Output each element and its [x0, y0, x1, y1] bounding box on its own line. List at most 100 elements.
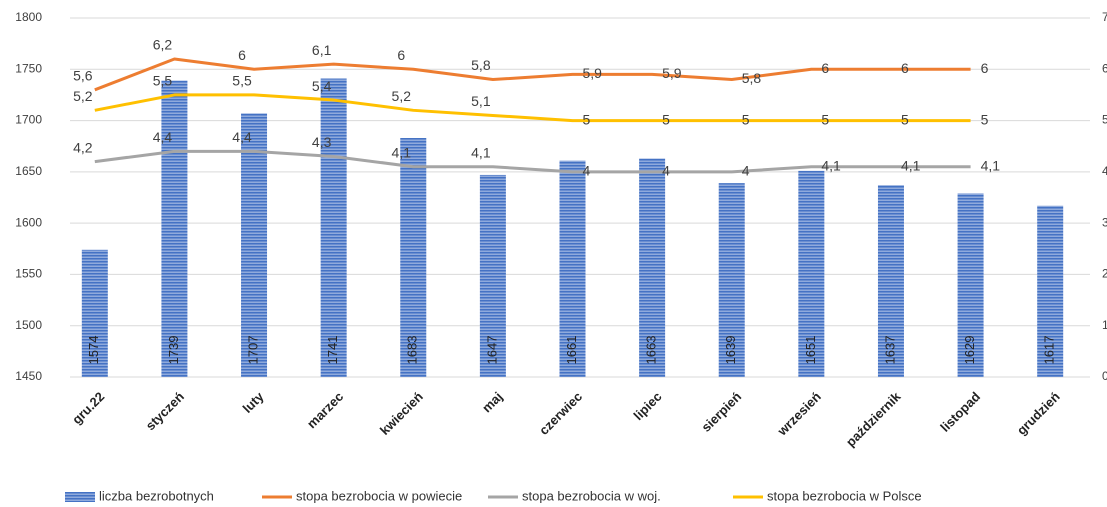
data-label: 4,3	[312, 134, 332, 150]
y2-tick-label: 6	[1102, 61, 1107, 75]
y2-tick-label: 5	[1102, 113, 1107, 127]
data-label: 4,1	[981, 157, 1001, 173]
bar-label: 1741	[325, 336, 340, 365]
line	[94, 149, 971, 174]
bar-label: 1739	[166, 336, 181, 365]
bar	[877, 185, 904, 377]
bar	[400, 138, 427, 377]
data-label: 5	[901, 111, 909, 127]
y-tick-label: 1750	[15, 61, 42, 75]
bar-label: 1629	[962, 336, 977, 365]
data-label: 6,1	[312, 42, 332, 58]
data-label: 5,1	[471, 93, 491, 109]
bar-label: 1651	[803, 336, 818, 365]
y-tick-label: 1450	[15, 369, 42, 383]
data-label: 5,9	[662, 65, 682, 81]
data-label: 4,1	[471, 144, 491, 160]
legend-label: stopa bezrobocia w powiecie	[296, 488, 462, 503]
y-tick-label: 1550	[15, 267, 42, 281]
line	[94, 57, 971, 92]
y2-tick-label: 3	[1102, 215, 1107, 229]
y2-tick-label: 0	[1102, 369, 1107, 383]
data-label: 4,4	[153, 129, 173, 145]
line	[94, 93, 971, 123]
legend-label: stopa bezrobocia w woj.	[522, 488, 661, 503]
x-tick-label: marzec	[304, 389, 346, 431]
data-label: 5,2	[392, 88, 412, 104]
data-label: 4,4	[232, 129, 252, 145]
bar-label: 1707	[245, 336, 260, 365]
data-label: 5,6	[73, 68, 93, 84]
y2-tick-label: 1	[1102, 318, 1107, 332]
bar	[479, 174, 506, 377]
y-tick-label: 1650	[15, 164, 42, 178]
bar	[718, 183, 745, 377]
y2-tick-label: 2	[1102, 267, 1107, 281]
legend-label: stopa bezrobocia w Polsce	[767, 488, 922, 503]
data-label: 4	[583, 163, 591, 179]
bar-label: 1639	[723, 336, 738, 365]
data-label: 4,1	[821, 157, 841, 173]
bar-label: 1574	[86, 336, 101, 365]
data-label: 4,1	[901, 157, 921, 173]
x-tick-label: wrzesień	[774, 389, 824, 439]
data-label: 5	[742, 111, 750, 127]
bar	[241, 113, 268, 378]
bar	[320, 78, 347, 377]
bar	[559, 160, 586, 377]
data-label: 6	[981, 60, 989, 76]
bar	[639, 158, 666, 377]
x-tick-label: październik	[843, 388, 904, 449]
bar-label: 1617	[1042, 336, 1057, 365]
data-label: 5,9	[583, 65, 603, 81]
data-label: 6	[238, 47, 246, 63]
y2-tick-label: 7	[1102, 10, 1107, 24]
x-tick-label: grudzień	[1014, 389, 1063, 438]
x-tick-label: sierpień	[698, 389, 744, 435]
data-label: 6,2	[153, 37, 173, 53]
data-label: 4,1	[392, 144, 412, 160]
data-label: 5,8	[471, 57, 491, 73]
y-tick-label: 1500	[15, 318, 42, 332]
data-label: 6	[821, 60, 829, 76]
data-label: 4,2	[73, 139, 93, 155]
data-label: 4	[662, 163, 670, 179]
data-label: 5,5	[153, 73, 173, 89]
data-label: 5,2	[73, 88, 93, 104]
data-label: 5,5	[232, 73, 252, 89]
x-tick-label: gru.22	[69, 389, 107, 427]
bar-label: 1637	[882, 336, 897, 365]
bar	[81, 249, 108, 377]
bar-label: 1661	[564, 336, 579, 365]
y-tick-label: 1800	[15, 10, 42, 24]
y2-tick-label: 4	[1102, 164, 1107, 178]
bar	[798, 170, 825, 377]
data-label: 5	[981, 111, 989, 127]
bar	[161, 80, 188, 377]
bar-label: 1683	[405, 336, 420, 365]
bar	[1037, 205, 1064, 377]
data-label: 5,4	[312, 78, 332, 94]
x-tick-label: styczeń	[143, 389, 187, 433]
data-label: 4	[742, 163, 750, 179]
data-label: 5	[662, 111, 670, 127]
x-tick-label: lipiec	[631, 389, 665, 423]
x-tick-label: kwiecień	[377, 389, 426, 438]
legend-label: liczba bezrobotnych	[99, 488, 214, 503]
y-tick-label: 1600	[15, 215, 42, 229]
x-tick-label: luty	[240, 388, 267, 415]
data-label: 5	[583, 111, 591, 127]
data-label: 6	[397, 47, 405, 63]
x-tick-label: czerwiec	[536, 389, 585, 438]
bar-label: 1663	[644, 336, 659, 365]
x-tick-label: maj	[479, 389, 505, 415]
data-label: 5,8	[742, 70, 762, 86]
y-tick-label: 1700	[15, 113, 42, 127]
legend-swatch	[65, 492, 95, 502]
bar-label: 1647	[484, 336, 499, 365]
x-tick-label: listopad	[937, 389, 983, 435]
data-label: 5	[821, 111, 829, 127]
bar	[957, 193, 984, 377]
data-label: 6	[901, 60, 909, 76]
